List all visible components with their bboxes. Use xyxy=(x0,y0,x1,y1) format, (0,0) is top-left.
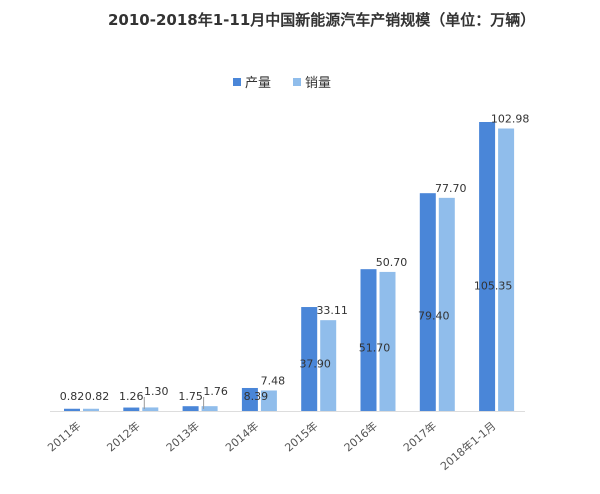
label-production-0: 0.82 xyxy=(60,390,85,403)
category-label-1: 2012年 xyxy=(104,419,143,455)
label-sales-0: 0.82 xyxy=(85,390,110,403)
legend-label-sales: 销量 xyxy=(305,76,332,91)
category-label-0: 2011年 xyxy=(45,419,84,455)
label-sales-2: 1.76 xyxy=(203,385,228,398)
category-label-5: 2016年 xyxy=(341,419,380,455)
legend-label-production: 产量 xyxy=(245,76,272,91)
bar-production-3 xyxy=(241,387,258,411)
label-sales-7: 102.98 xyxy=(491,113,530,126)
category-label-6: 2017年 xyxy=(400,419,439,455)
category-label-3: 2014年 xyxy=(222,419,261,455)
bar-production-2 xyxy=(182,406,199,411)
label-production-4: 37.90 xyxy=(299,357,331,370)
label-production-1: 1.26 xyxy=(119,390,144,403)
bar-sales-1 xyxy=(142,407,159,411)
category-label-4: 2015年 xyxy=(282,419,321,455)
legend-item-production: 产量 xyxy=(233,72,271,91)
label-sales-4: 33.11 xyxy=(316,304,348,317)
category-label-2: 2013年 xyxy=(163,419,202,455)
label-production-6: 79.40 xyxy=(418,310,450,323)
label-production-5: 51.70 xyxy=(359,341,391,354)
legend-swatch-sales xyxy=(293,77,302,86)
bar-production-0 xyxy=(64,408,80,411)
label-production-2: 1.75 xyxy=(178,390,203,403)
legend: 产量 销量 xyxy=(233,72,331,91)
bar-production-7 xyxy=(479,122,496,411)
bar-sales-4 xyxy=(320,320,337,411)
bar-production-1 xyxy=(123,407,140,411)
legend-item-sales: 销量 xyxy=(293,72,331,91)
bar-sales-5 xyxy=(379,271,396,411)
label-production-3: 8.39 xyxy=(244,390,269,403)
bar-production-6 xyxy=(419,193,436,411)
bar-sales-3 xyxy=(260,390,277,411)
bar-sales-6 xyxy=(438,197,455,411)
chart-title: 2010-2018年1-11月中国新能源汽车产销规模（单位：万辆） xyxy=(108,11,536,29)
label-sales-6: 77.70 xyxy=(435,182,467,195)
bar-sales-0 xyxy=(83,408,99,411)
category-label-7: 2018年1-1月 xyxy=(437,419,498,473)
bar-production-4 xyxy=(301,307,318,411)
label-sales-3: 7.48 xyxy=(261,374,286,387)
bar-production-5 xyxy=(360,269,377,411)
label-production-7: 105.35 xyxy=(474,280,513,293)
legend-swatch-production xyxy=(233,77,241,86)
bar-sales-2 xyxy=(201,406,218,411)
label-sales-1: 1.30 xyxy=(144,385,169,398)
label-sales-5: 50.70 xyxy=(376,256,408,269)
bar-sales-7 xyxy=(498,128,515,411)
